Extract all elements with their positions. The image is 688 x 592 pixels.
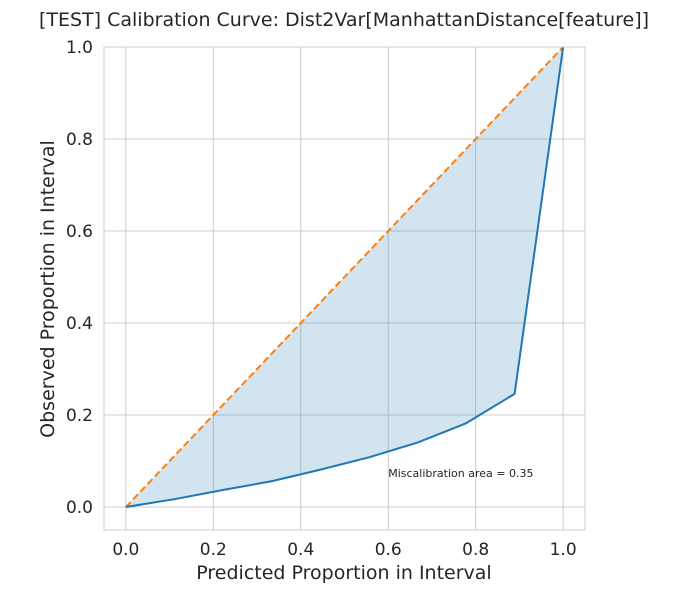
x-axis-label: Predicted Proportion in Interval xyxy=(196,562,491,584)
y-tick-labels: 0.0 0.2 0.4 0.6 0.8 1.0 xyxy=(66,38,93,518)
y-axis-label: Observed Proportion in Interval xyxy=(37,140,59,438)
y-tick-label: 0.4 xyxy=(66,314,93,334)
miscalibration-annotation: Miscalibration area = 0.35 xyxy=(388,467,533,480)
x-tick-label: 1.0 xyxy=(550,540,577,560)
chart-title: [TEST] Calibration Curve: Dist2Var[Manha… xyxy=(39,9,649,31)
ideal-diagonal-line xyxy=(125,46,564,508)
x-tick-label: 0.0 xyxy=(112,540,139,560)
x-tick-label: 0.4 xyxy=(287,540,314,560)
x-tick-label: 0.2 xyxy=(200,540,227,560)
x-tick-labels: 0.0 0.2 0.4 0.6 0.8 1.0 xyxy=(112,540,576,560)
x-tick-label: 0.6 xyxy=(375,540,402,560)
y-tick-label: 0.2 xyxy=(66,406,93,426)
calibration-curve-line xyxy=(125,46,565,508)
x-tick-label: 0.8 xyxy=(462,540,489,560)
y-tick-label: 0.8 xyxy=(66,130,93,150)
y-tick-label: 0.6 xyxy=(66,222,93,242)
y-tick-label: 0.0 xyxy=(66,498,93,518)
grid-lines xyxy=(104,46,585,530)
y-tick-label: 1.0 xyxy=(66,38,93,58)
plot-frame xyxy=(103,46,586,531)
